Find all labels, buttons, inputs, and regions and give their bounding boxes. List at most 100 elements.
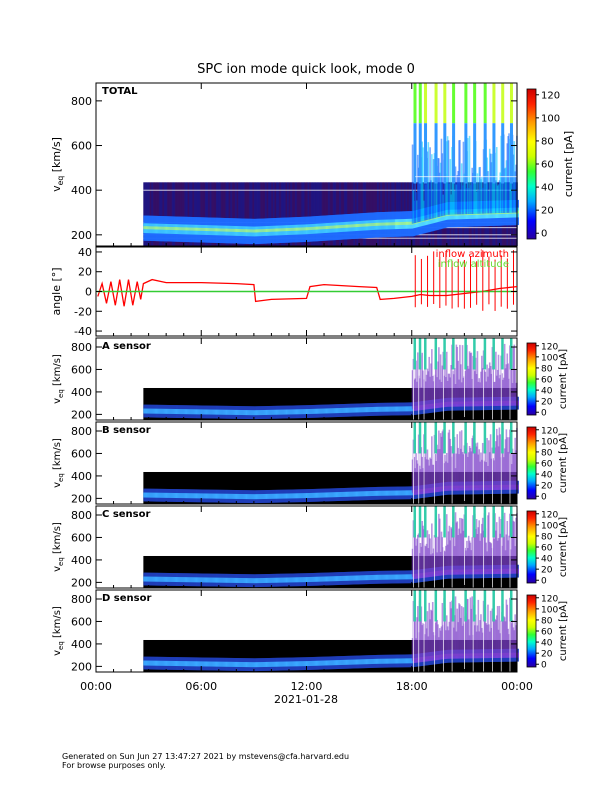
spike xyxy=(483,338,487,370)
beam-core xyxy=(324,660,327,666)
spike xyxy=(434,422,438,454)
beam-core xyxy=(406,406,409,412)
noise-cell xyxy=(459,517,461,573)
beam-core xyxy=(246,229,249,233)
beam-core xyxy=(407,658,410,664)
beam-core xyxy=(284,228,287,232)
beam-core xyxy=(273,661,276,667)
noise-cell xyxy=(413,534,416,577)
noise-cell xyxy=(489,366,492,404)
beam-core xyxy=(249,494,252,500)
beam-core xyxy=(287,577,290,583)
texture-column xyxy=(323,182,326,246)
beam-core xyxy=(241,229,244,233)
beam-core xyxy=(193,577,196,583)
noise-cell xyxy=(418,600,421,660)
spike xyxy=(509,506,513,538)
beam-core xyxy=(178,227,181,231)
beam-core xyxy=(311,226,314,230)
beam-core xyxy=(173,660,176,666)
beam-core xyxy=(341,225,344,229)
noise-cell xyxy=(469,447,472,488)
panel-label: C sensor xyxy=(102,509,150,520)
beam-core xyxy=(237,577,240,583)
beam-core xyxy=(447,569,450,575)
beam-core xyxy=(473,653,476,659)
noise-cell xyxy=(424,634,426,660)
beam-core xyxy=(437,571,440,577)
beam-core xyxy=(282,409,285,415)
noise-cell xyxy=(459,344,461,405)
noise-cell xyxy=(439,551,442,574)
spike xyxy=(434,506,438,538)
beam-core xyxy=(326,576,329,582)
beam-core xyxy=(320,660,323,666)
noise-cell xyxy=(452,597,454,657)
noise-cell xyxy=(467,452,470,488)
beam-core xyxy=(159,226,162,230)
beam-core xyxy=(365,575,368,581)
texture-column xyxy=(197,182,200,246)
texture-column xyxy=(312,182,315,246)
noise-cell xyxy=(515,517,517,572)
beam-core xyxy=(313,408,316,414)
spike xyxy=(473,123,477,184)
beam-core xyxy=(372,490,375,496)
beam-core xyxy=(354,659,357,665)
colorbar-tick-label: 0 xyxy=(541,577,547,587)
beam-core xyxy=(309,492,312,498)
beam-core xyxy=(241,578,244,584)
beam-core xyxy=(334,492,337,498)
spike xyxy=(509,123,513,184)
beam-core xyxy=(169,492,172,498)
beam-core xyxy=(370,659,373,665)
beam-core xyxy=(181,493,184,499)
beam-core xyxy=(469,569,472,575)
spike xyxy=(452,338,455,370)
beam-core xyxy=(307,661,310,667)
noise-cell xyxy=(444,358,446,405)
beam-core xyxy=(247,494,250,500)
beam-core xyxy=(346,575,349,581)
noise-cell xyxy=(454,166,457,215)
beam-core xyxy=(373,490,376,496)
beam-core xyxy=(243,662,246,668)
beam-core xyxy=(351,224,354,228)
beam-core xyxy=(265,661,268,667)
beam-core xyxy=(189,409,192,415)
beam-core xyxy=(506,484,509,490)
beam-core xyxy=(255,410,258,416)
noise-cell xyxy=(501,174,503,214)
beam-core xyxy=(484,485,487,491)
beam-core xyxy=(364,659,367,665)
beam-core xyxy=(341,659,344,665)
beam-core xyxy=(505,652,508,658)
beam-core xyxy=(233,577,236,583)
noise-cell xyxy=(456,346,459,405)
beam-core xyxy=(246,662,249,668)
noise-cell xyxy=(418,167,421,222)
beam-core xyxy=(354,407,357,413)
noise-cell xyxy=(431,602,434,659)
beam-core xyxy=(399,574,402,580)
noise-cell xyxy=(469,185,472,215)
y-tick-label: 600 xyxy=(71,531,92,544)
beam-core xyxy=(297,227,300,231)
noise-cell xyxy=(418,465,421,492)
beam-core xyxy=(410,406,413,412)
beam-core xyxy=(163,576,166,582)
beam-core xyxy=(332,576,335,582)
beam-core xyxy=(401,222,404,226)
beam-core xyxy=(212,661,215,667)
beam-core xyxy=(506,652,509,658)
texture-column xyxy=(234,182,237,246)
beam-core xyxy=(244,662,247,668)
beam-core xyxy=(317,408,320,414)
beam-core xyxy=(293,409,296,415)
beam-core xyxy=(325,226,328,230)
beam-core xyxy=(365,223,368,227)
beam-core xyxy=(222,228,225,232)
beam-core xyxy=(358,223,361,227)
beam-core xyxy=(158,492,161,498)
colorbar-tick-label: 80 xyxy=(541,448,553,458)
